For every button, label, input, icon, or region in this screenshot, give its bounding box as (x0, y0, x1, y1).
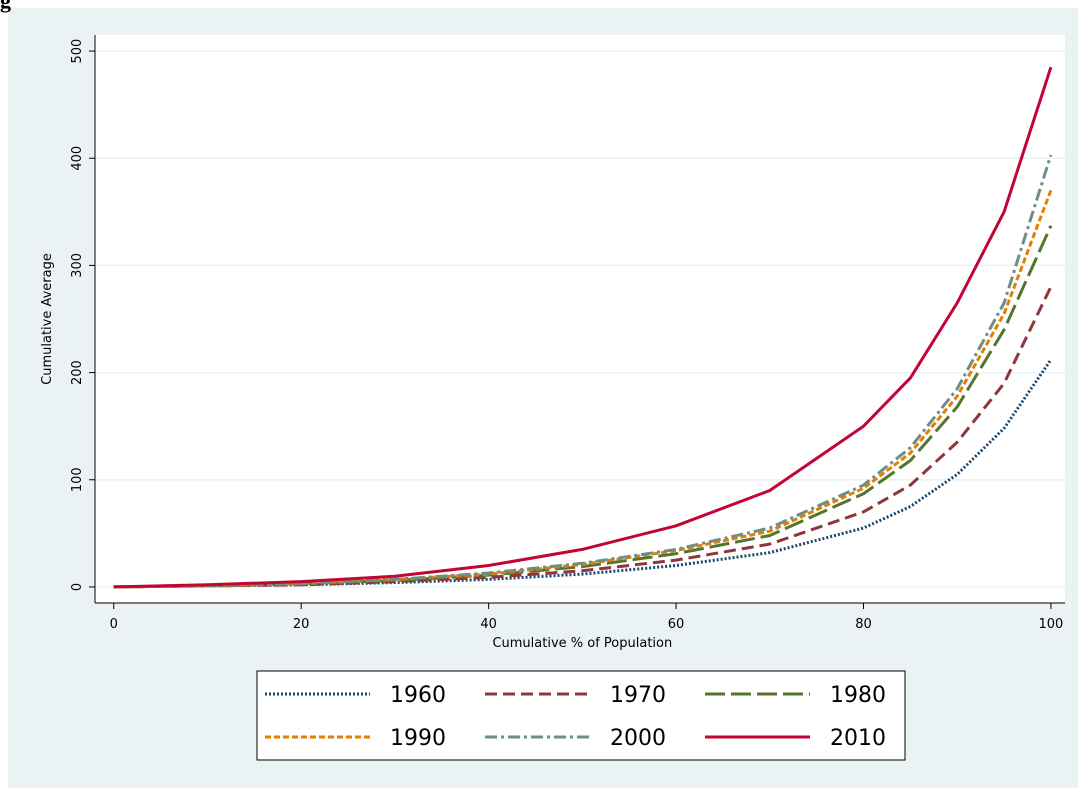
line (113, 189, 1053, 589)
x-tick-label: 0 (110, 617, 118, 632)
legend-label: 1970 (610, 683, 666, 708)
legend-label: 2010 (830, 726, 886, 751)
legend (256, 670, 906, 761)
x-tick-label: 40 (480, 617, 497, 632)
x-tick-label: 80 (855, 617, 872, 632)
x-tick-label: 100 (1039, 617, 1064, 632)
y-tick-label: 0 (70, 583, 85, 591)
y-tick-label: 500 (70, 39, 85, 64)
legend-label: 1980 (830, 683, 886, 708)
title-fragment: g (0, 0, 11, 13)
y-tick-label: 200 (70, 360, 85, 385)
x-axis-label: Cumulative % of Population (492, 636, 672, 651)
line (113, 154, 1053, 589)
line (113, 66, 1053, 589)
legend-label: 1990 (390, 726, 446, 751)
plot-area (95, 35, 1065, 603)
y-tick-label: 100 (70, 467, 85, 492)
legend-label: 2000 (610, 726, 666, 751)
y-tick-label: 300 (70, 253, 85, 278)
legend-label: 1960 (390, 683, 446, 708)
y-tick-label: 400 (70, 146, 85, 171)
y-axis-label: Cumulative Average (40, 253, 55, 385)
x-tick-label: 20 (293, 617, 310, 632)
x-tick-label: 60 (668, 617, 685, 632)
